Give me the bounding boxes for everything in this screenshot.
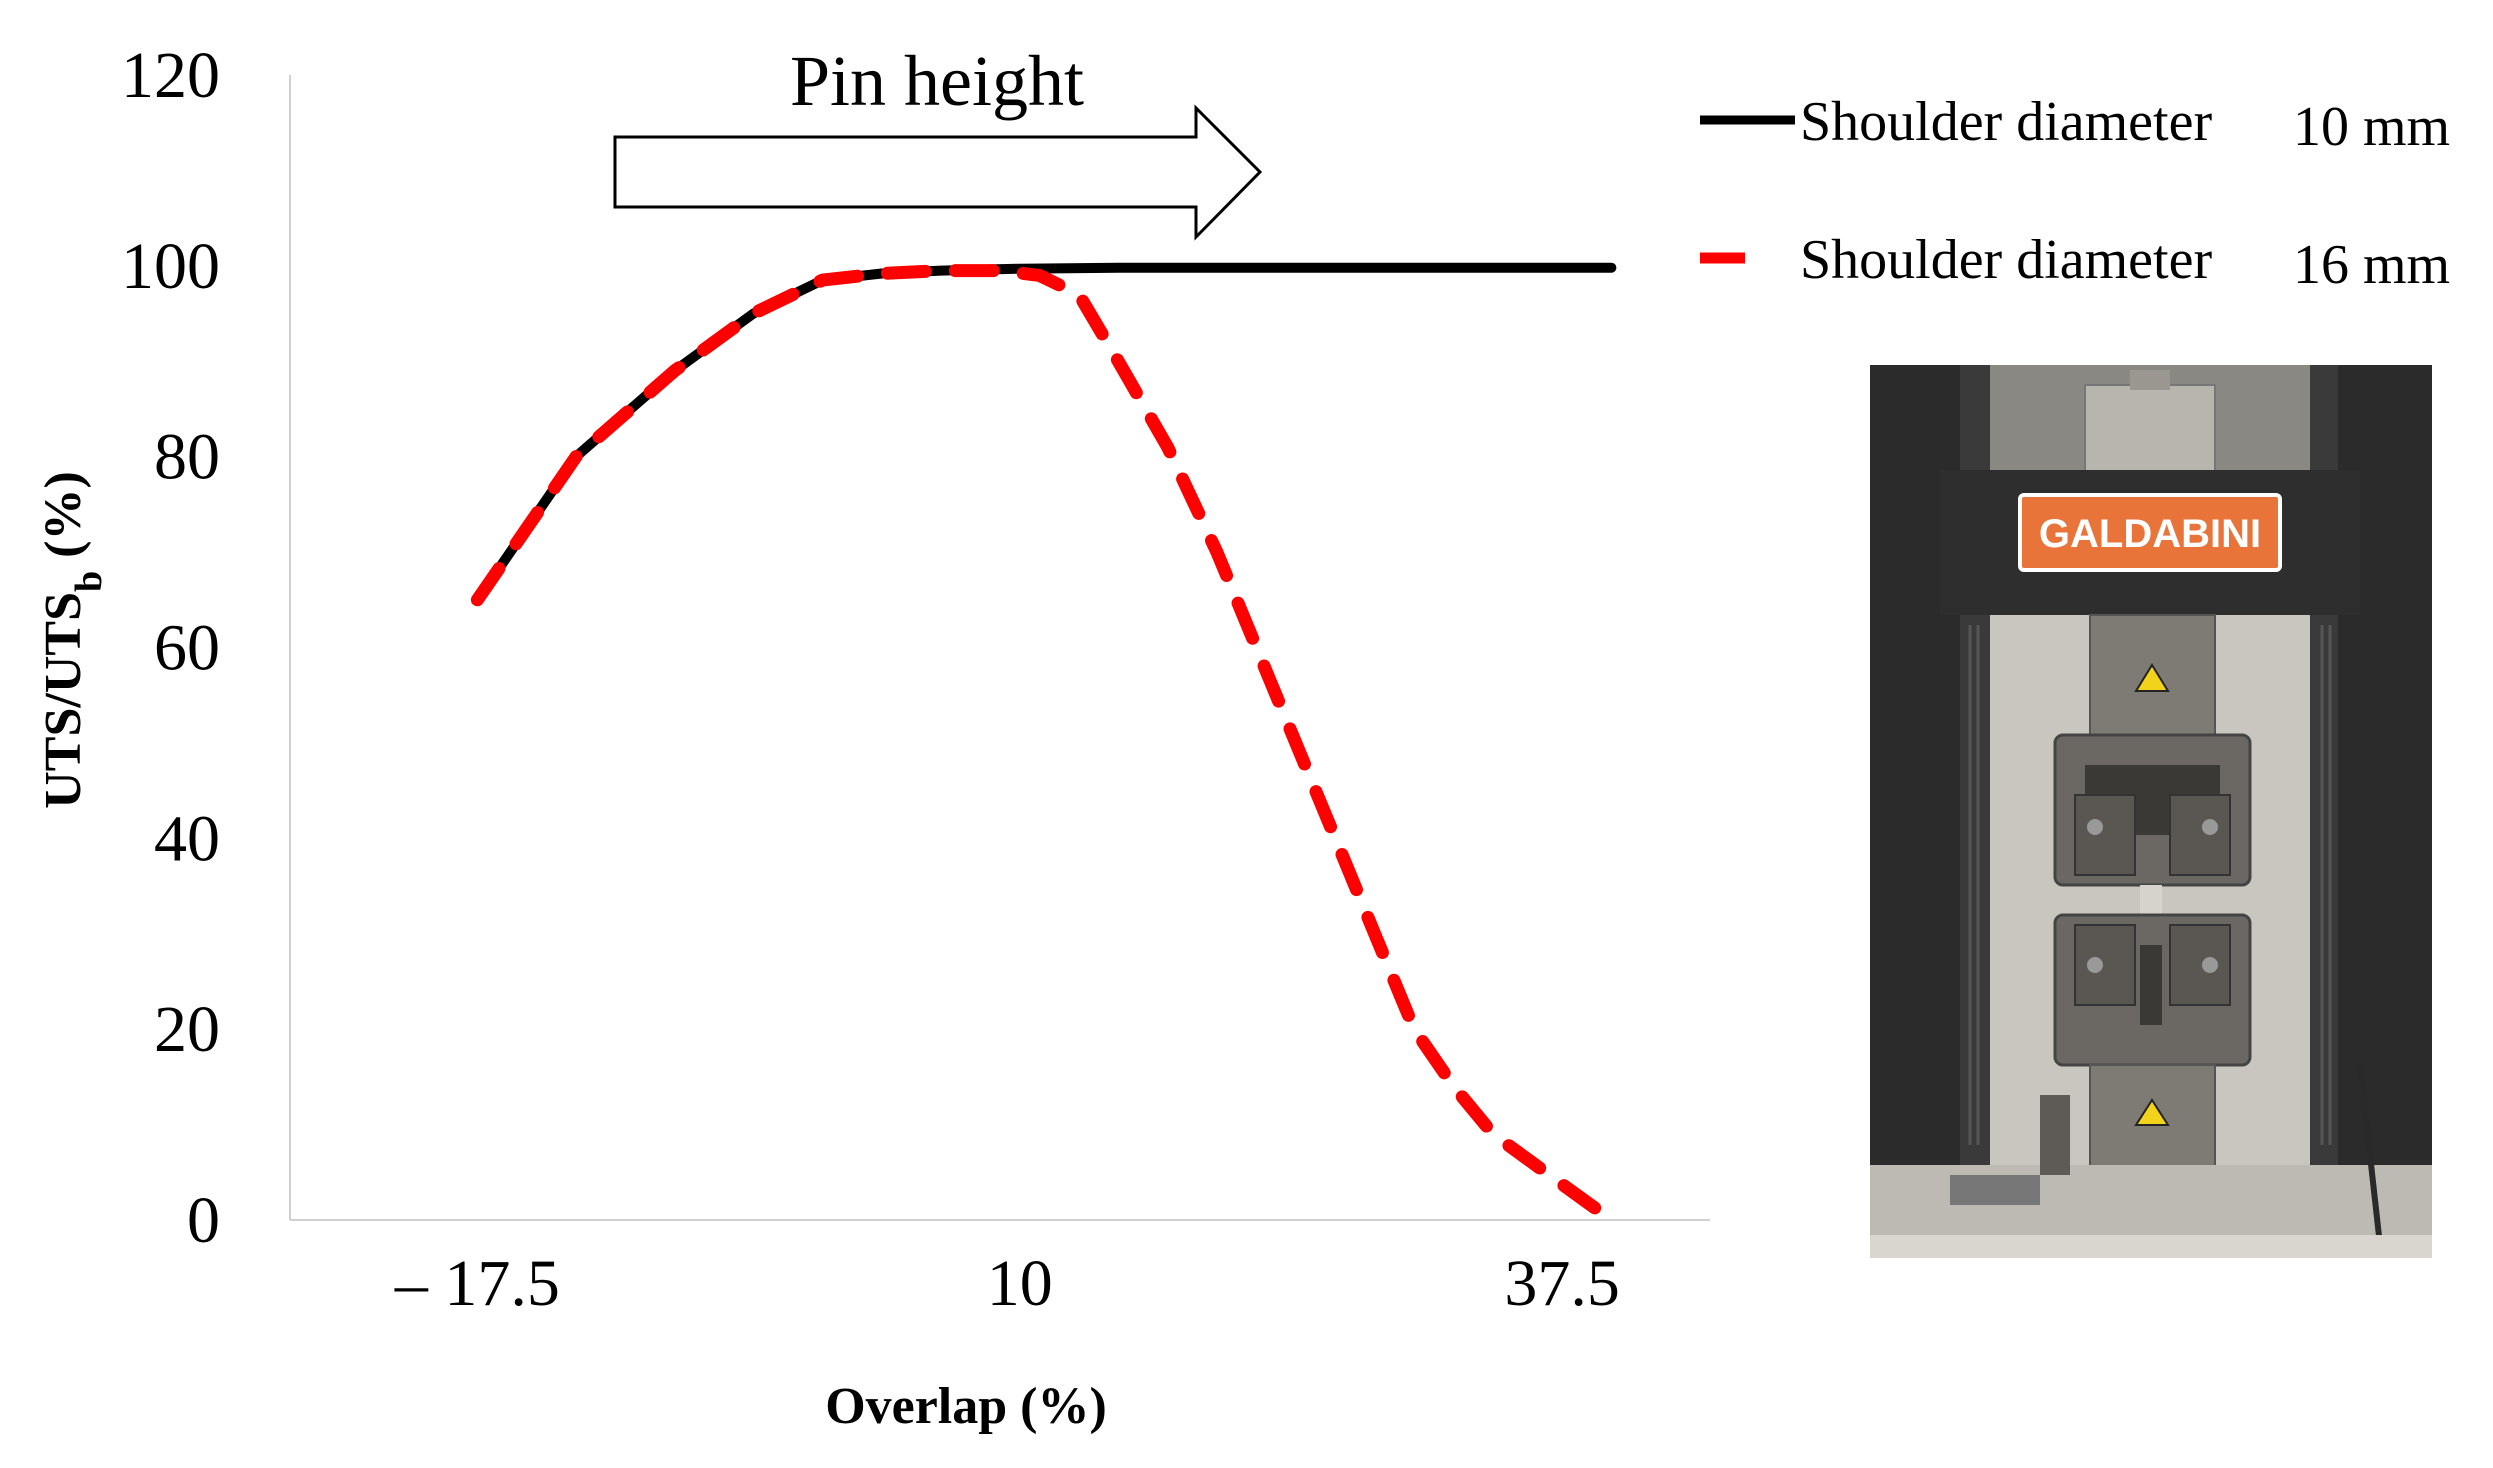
axes bbox=[289, 75, 1710, 1221]
pin-height-arrow bbox=[613, 104, 1263, 241]
y-tick-label: 40 bbox=[154, 802, 220, 875]
brand-plate: GALDABINI bbox=[2018, 493, 2282, 572]
y-tick-label: 60 bbox=[154, 612, 220, 685]
legend-label-16mm-name: Shoulder diameter bbox=[1800, 229, 2212, 291]
y-tick-label: 80 bbox=[154, 421, 220, 494]
brand-label: GALDABINI bbox=[2039, 512, 2261, 556]
series-line-10mm bbox=[472, 262, 1617, 605]
y-tick-label: 100 bbox=[121, 230, 220, 303]
legend-label-10mm-name: Shoulder diameter bbox=[1800, 91, 2212, 153]
x-tick-label: – 17.5 bbox=[394, 1247, 560, 1320]
y-axis-title: UTS/UTSb (%) bbox=[35, 471, 110, 809]
pin-height-annotation: Pin height bbox=[613, 41, 1263, 241]
y-axis-title-sub: b bbox=[68, 571, 110, 592]
y-tick-label: 20 bbox=[154, 993, 220, 1066]
y-axis-title-main: UTS/UTS bbox=[35, 592, 92, 809]
y-tick-label: 0 bbox=[187, 1184, 220, 1257]
y-axis-title-tail: (%) bbox=[35, 471, 92, 571]
pin-height-label: Pin height bbox=[790, 41, 1084, 121]
legend-label-16mm-size: 16 mm bbox=[2293, 234, 2450, 296]
y-axis-ticks: 0 20 40 60 80 100 120 bbox=[121, 39, 220, 1257]
series-line-16mm bbox=[470, 264, 1618, 1227]
series-lines bbox=[470, 262, 1618, 1227]
tensile-testing-machine-photo: GALDABINI bbox=[1870, 365, 2432, 1258]
x-axis-ticks: – 17.5 10 37.5 bbox=[394, 1247, 1620, 1320]
legend-label-10mm-size: 10 mm bbox=[2293, 96, 2450, 158]
x-tick-label: 10 bbox=[987, 1247, 1053, 1320]
x-tick-label: 37.5 bbox=[1504, 1247, 1620, 1320]
x-axis-title: Overlap (%) bbox=[825, 1378, 1107, 1435]
legend: Shoulder diameter 10 mm Shoulder diamete… bbox=[1700, 91, 2450, 296]
y-tick-label: 120 bbox=[121, 39, 220, 112]
